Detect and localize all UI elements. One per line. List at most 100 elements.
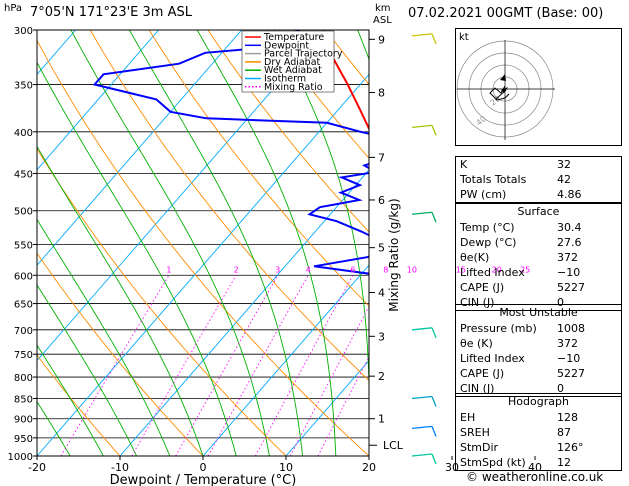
km-tick-label: 8 [378, 87, 385, 100]
most-unstable-row: Lifted Index −10 [460, 352, 581, 365]
most-unstable-row: CAPE (J) 5227 [460, 367, 585, 380]
pressure-tick-label: 1000 [8, 452, 33, 463]
wind-barb-icon [431, 125, 437, 136]
wind-barb-icon [431, 33, 437, 45]
surface-row: CAPE (J) 5227 [460, 281, 585, 294]
mixing-ratio-line [60, 275, 170, 456]
mixing-ratio-label: 25 [520, 265, 530, 274]
lcl-label: LCL [383, 439, 404, 452]
surface-title: Surface [517, 205, 560, 218]
temperature-tick-label: -10 [111, 461, 129, 474]
hodograph-row: SREH 87 [460, 426, 571, 439]
pressure-tick-label: 600 [14, 271, 33, 282]
temperature-tick-label: -20 [28, 461, 46, 474]
index-row-pw: PW (cm) 4.86 [460, 188, 582, 201]
wind-barb-icon [411, 395, 433, 400]
most-unstable-title: Most Unstable [499, 306, 578, 319]
most-unstable-row: CIN (J) 0 [460, 382, 564, 395]
location-label: 7°05'N 171°23'E 3m ASL [30, 5, 192, 20]
km-axis-label: km [375, 3, 391, 14]
km-tick-label: 5 [378, 242, 385, 255]
wind-barb-icon [411, 211, 433, 215]
wind-barb-icon [431, 396, 437, 407]
hodograph-table: Hodograph EH 128 SREH 87 StmDir 126° StmSpd… [455, 393, 622, 471]
mixing-ratio-label: 15 [456, 265, 466, 274]
dry-adiabat-line [148, 30, 369, 307]
wet-adiabat-line [37, 400, 71, 456]
km-tick-label: 2 [378, 370, 385, 383]
wet-adiabat-line [196, 30, 337, 456]
isotherm-line [37, 30, 325, 362]
credit-label: © weatheronline.co.uk [466, 470, 604, 484]
hodograph: kt 20 40 [455, 28, 622, 146]
legend-entry: Wet Adiabat [264, 65, 322, 76]
isotherm-line [37, 30, 242, 266]
wet-adiabat-line [129, 30, 304, 456]
hodograph-table-title: Hodograph [508, 395, 569, 408]
legend-entry: Parcel Trajectory [264, 49, 343, 60]
isotherm-line [202, 264, 369, 456]
mixing-ratio-label: 2 [234, 265, 239, 274]
km-tick-label: 4 [378, 287, 385, 300]
date-label: 07.02.2021 00GMT (Base: 00) [408, 6, 604, 21]
pressure-tick-label: 950 [14, 434, 33, 445]
pressure-tick-label: 400 [14, 128, 33, 139]
mixing-ratio-label: 10 [407, 265, 417, 274]
wet-adiabat-line [37, 218, 171, 456]
km-tick-label: 6 [378, 194, 385, 207]
temperature-tick-label: 20 [362, 461, 376, 474]
wind-barb-icon [411, 425, 433, 430]
wet-adiabat-line [435, 30, 456, 456]
km-tick-label: 7 [378, 151, 385, 164]
dry-adiabat-line [37, 39, 369, 456]
wet-adiabat-line [37, 344, 104, 456]
wind-barb-icon [411, 33, 433, 37]
wind-barb-icon [411, 124, 433, 128]
hodograph-row: EH 128 [460, 411, 578, 424]
isotherm-line [119, 169, 369, 456]
wet-adiabat-line [70, 30, 270, 456]
pressure-tick-label: 500 [14, 207, 33, 218]
indices-table: K 32 Totals Totals 42 PW (cm) 4.86 [455, 156, 622, 203]
dewpoint-line [92, 30, 369, 275]
index-row-k: K 32 [460, 158, 571, 171]
wind-barb-icon [411, 453, 433, 457]
mixing-ratio-axis-title: Mixing Ratio (g/kg) [387, 198, 401, 311]
isotherm-line [285, 359, 369, 456]
wet-adiabat-line [273, 30, 369, 456]
most-unstable-row: θe (K) 372 [460, 337, 578, 350]
pressure-tick-label: 300 [14, 26, 33, 37]
dry-adiabat-line [89, 30, 369, 382]
legend-entry: Mixing Ratio [264, 82, 323, 93]
isotherm-line [37, 30, 76, 76]
wet-adiabat-line [37, 61, 237, 456]
most-unstable-row: Pressure (mb) 1008 [460, 322, 585, 335]
hodograph-unit-label: kt [459, 32, 469, 43]
mixing-ratio-line [131, 275, 237, 456]
plot-frame [36, 29, 370, 457]
surface-row: Temp (°C) 30.4 [460, 221, 582, 234]
x-axis-title: Dewpoint / Temperature (°C) [110, 473, 297, 486]
hodograph-row: StmSpd (kt) 12 [460, 456, 571, 469]
wind-barb-icon [411, 327, 433, 331]
mixing-ratio-line [317, 355, 369, 456]
dry-adiabat-line [37, 354, 121, 456]
pressure-tick-label: 650 [14, 300, 33, 311]
mixing-ratio-label: 3 [275, 265, 280, 274]
km-tick-label: 3 [378, 330, 385, 343]
mixing-ratio-line [370, 275, 461, 456]
pressure-tick-label: 450 [14, 169, 33, 180]
asl-axis-label: ASL [373, 15, 392, 26]
mean-wind-arrow-icon [500, 74, 506, 81]
km-tick-label: 1 [378, 413, 385, 426]
legend-entry: Dry Adiabat [264, 57, 321, 68]
hodograph-row: StmDir 126° [460, 441, 584, 454]
pressure-tick-label: 850 [14, 394, 33, 405]
mixing-ratio-label: 6 [350, 265, 355, 274]
pressure-tick-label: 900 [14, 415, 33, 426]
temperature-tick-label: 0 [200, 461, 207, 474]
mixing-ratio-label: 4 [306, 265, 311, 274]
pressure-tick-label: 800 [14, 373, 33, 384]
pressure-tick-label: 550 [14, 240, 33, 251]
wind-barb-icon [431, 426, 437, 437]
